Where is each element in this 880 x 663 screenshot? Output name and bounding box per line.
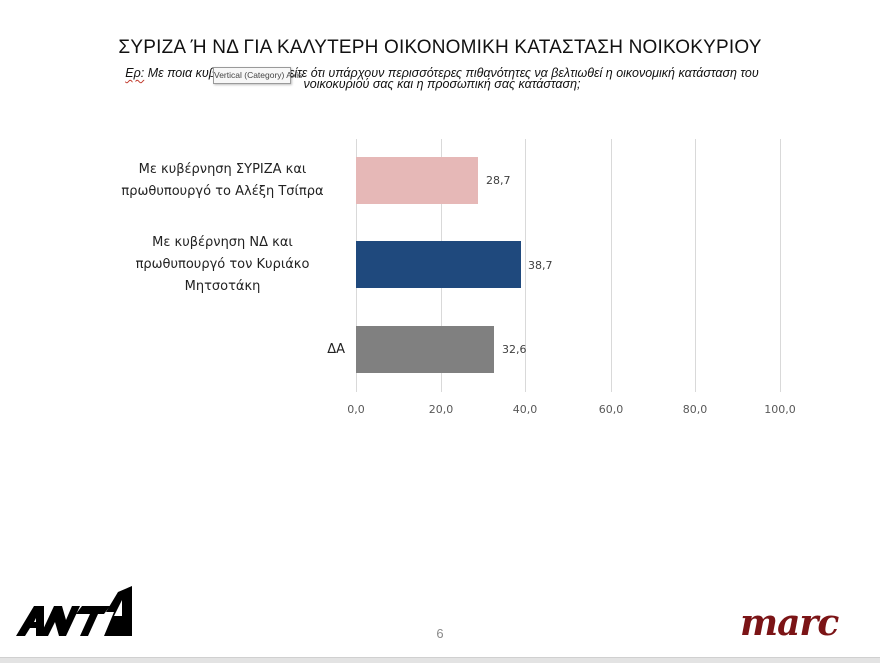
value-label-syriza: 28,7: [486, 174, 511, 187]
bar-nd[interactable]: [356, 241, 521, 288]
gridline-40: [525, 139, 526, 392]
marc-logo: marc: [740, 602, 839, 644]
question-prefix: Ερ:: [125, 66, 145, 80]
survey-question: Ερ: Με ποια κυβέρνηση θεωρείτε ότι υπάρχ…: [52, 66, 832, 91]
x-tick-0: 0,0: [347, 403, 365, 416]
category-label-nd[interactable]: Με κυβέρνηση ΝΔ και πρωθυπουργό τον Κυρι…: [135, 235, 310, 294]
x-tick-40: 40,0: [512, 403, 538, 416]
bar-chart[interactable]: Με κυβέρνηση ΣΥΡΙΖΑ και πρωθυπουργό το Α…: [0, 0, 880, 560]
category-label-syriza[interactable]: Με κυβέρνηση ΣΥΡΙΖΑ και πρωθυπουργό το Α…: [121, 162, 324, 199]
category-label-da[interactable]: ΔΑ: [327, 342, 345, 357]
value-label-da: 32,6: [502, 343, 527, 356]
bar-syriza[interactable]: [356, 157, 478, 204]
question-line-1: Με ποια κυβέρνηση θεωρείτε ότι υπάρχουν …: [144, 66, 759, 80]
page-number: 6: [436, 626, 444, 641]
gridline-60: [611, 139, 612, 392]
x-tick-100: 100,0: [764, 403, 796, 416]
value-label-nd: 38,7: [528, 259, 553, 272]
ant1-logo: [14, 584, 134, 640]
bottom-scroll-bar: [0, 657, 880, 663]
x-tick-80: 80,0: [682, 403, 708, 416]
question-line-2: νοικοκυριού σας και η προσωπική σας κατά…: [303, 77, 581, 91]
x-tick-60: 60,0: [598, 403, 624, 416]
gridline-80: [695, 139, 696, 392]
axis-tooltip: Vertical (Category) Axis: [213, 67, 302, 84]
gridline-100: [780, 139, 781, 392]
slide-title: ΣΥΡΙΖΑ Ή ΝΔ ΓΙΑ ΚΑΛΥΤΕΡΗ ΟΙΚΟΝΟΜΙΚΗ ΚΑΤΑ…: [118, 37, 762, 58]
bar-da[interactable]: [356, 326, 494, 373]
x-tick-20: 20,0: [428, 403, 454, 416]
